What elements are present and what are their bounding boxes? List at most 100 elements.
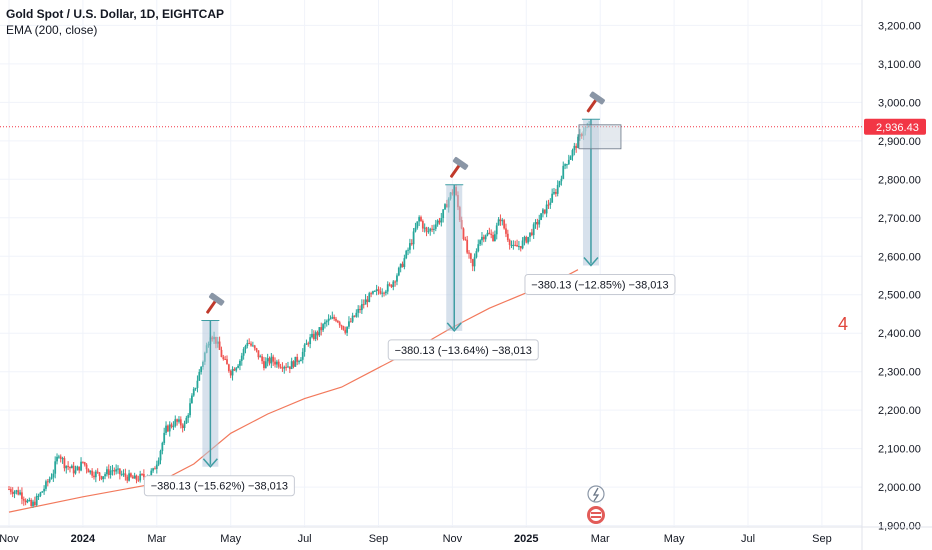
candle-body[interactable] [366,299,369,303]
candle-body[interactable] [464,239,467,241]
candle-body[interactable] [235,367,238,371]
candle-body[interactable] [488,232,491,234]
candle-body[interactable] [325,321,328,323]
candle-body[interactable] [72,465,75,474]
candle-body[interactable] [482,236,485,240]
candle-body[interactable] [335,318,337,321]
candle-body[interactable] [523,236,526,241]
candle-body[interactable] [349,321,352,323]
candle-body[interactable] [545,204,548,214]
candle-body[interactable] [46,481,49,483]
candle-body[interactable] [255,348,258,351]
candle-body[interactable] [564,164,566,166]
candle-body[interactable] [226,359,228,365]
candle-body[interactable] [287,366,289,368]
candle-body[interactable] [473,257,476,267]
candle-body[interactable] [248,342,251,344]
candle-body[interactable] [178,419,180,422]
candle-body[interactable] [479,240,482,245]
candle-body[interactable] [39,492,42,496]
candle-body[interactable] [530,232,533,236]
candle-body[interactable] [527,236,530,243]
candle-body[interactable] [100,476,103,480]
candle-body[interactable] [50,477,53,479]
candle-body[interactable] [222,356,225,360]
candle-body[interactable] [220,349,223,357]
candle-body[interactable] [469,253,472,260]
candle-body[interactable] [251,345,254,347]
candle-body[interactable] [340,325,343,327]
candle-body[interactable] [486,232,489,236]
candle-body[interactable] [364,299,367,305]
candle-body[interactable] [429,228,432,232]
candle-body[interactable] [556,185,559,194]
candle-body[interactable] [499,219,502,222]
candle-body[interactable] [338,322,341,326]
candle-body[interactable] [558,181,561,186]
candle-body[interactable] [514,244,517,246]
candle-body[interactable] [170,424,173,427]
candle-body[interactable] [130,473,132,477]
candle-body[interactable] [239,360,241,366]
candle-body[interactable] [355,312,358,317]
candle-body[interactable] [117,468,119,470]
flash-event-icon[interactable] [587,485,605,503]
candle-body[interactable] [506,233,509,241]
candle-body[interactable] [444,204,446,210]
candle-body[interactable] [536,222,539,225]
candle-body[interactable] [196,380,199,388]
candle-body[interactable] [420,217,422,222]
candle-body[interactable] [76,466,79,471]
candle-body[interactable] [54,461,57,474]
candle-body[interactable] [56,456,58,462]
candle-body[interactable] [272,356,275,362]
candle-body[interactable] [405,250,408,259]
candle-body[interactable] [414,227,417,232]
candle-body[interactable] [431,228,433,230]
candle-body[interactable] [240,355,243,361]
candle-body[interactable] [331,316,334,319]
candle-body[interactable] [316,332,319,336]
candle-body[interactable] [477,244,480,252]
candle-body[interactable] [233,369,236,371]
candle-body[interactable] [377,289,380,292]
candle-body[interactable] [554,192,557,194]
candle-body[interactable] [174,419,177,427]
candle-body[interactable] [200,366,203,373]
candle-body[interactable] [368,293,371,303]
candle-body[interactable] [159,450,162,461]
candle-body[interactable] [118,468,121,475]
candle-body[interactable] [575,145,578,149]
candle-body[interactable] [106,469,108,475]
candle-body[interactable] [74,470,77,474]
candle-body[interactable] [165,425,167,433]
candle-body[interactable] [540,213,542,220]
candle-body[interactable] [13,491,16,494]
candle-body[interactable] [309,337,312,345]
candle-body[interactable] [65,465,68,469]
candle-body[interactable] [324,322,326,325]
candle-body[interactable] [198,372,201,381]
candle-body[interactable] [567,159,570,165]
candle-body[interactable] [481,236,483,241]
candle-body[interactable] [471,259,474,267]
candle-body[interactable] [253,345,256,349]
price-axis[interactable]: 1,900.002,000.002,100.002,200.002,300.00… [861,0,921,550]
candle-body[interactable] [285,366,288,368]
candle-body[interactable] [131,476,134,479]
candle-body[interactable] [577,136,579,149]
candle-body[interactable] [89,470,92,473]
candle-body[interactable] [412,231,415,245]
candle-body[interactable] [542,209,544,214]
candle-body[interactable] [320,327,323,331]
candle-body[interactable] [135,475,138,480]
candle-body[interactable] [336,320,339,323]
candle-body[interactable] [115,469,118,472]
candle-body[interactable] [270,356,273,364]
candle-body[interactable] [300,359,302,362]
candle-body[interactable] [501,220,504,222]
candle-body[interactable] [172,426,175,428]
candle-body[interactable] [37,495,40,497]
candle-body[interactable] [139,474,142,481]
